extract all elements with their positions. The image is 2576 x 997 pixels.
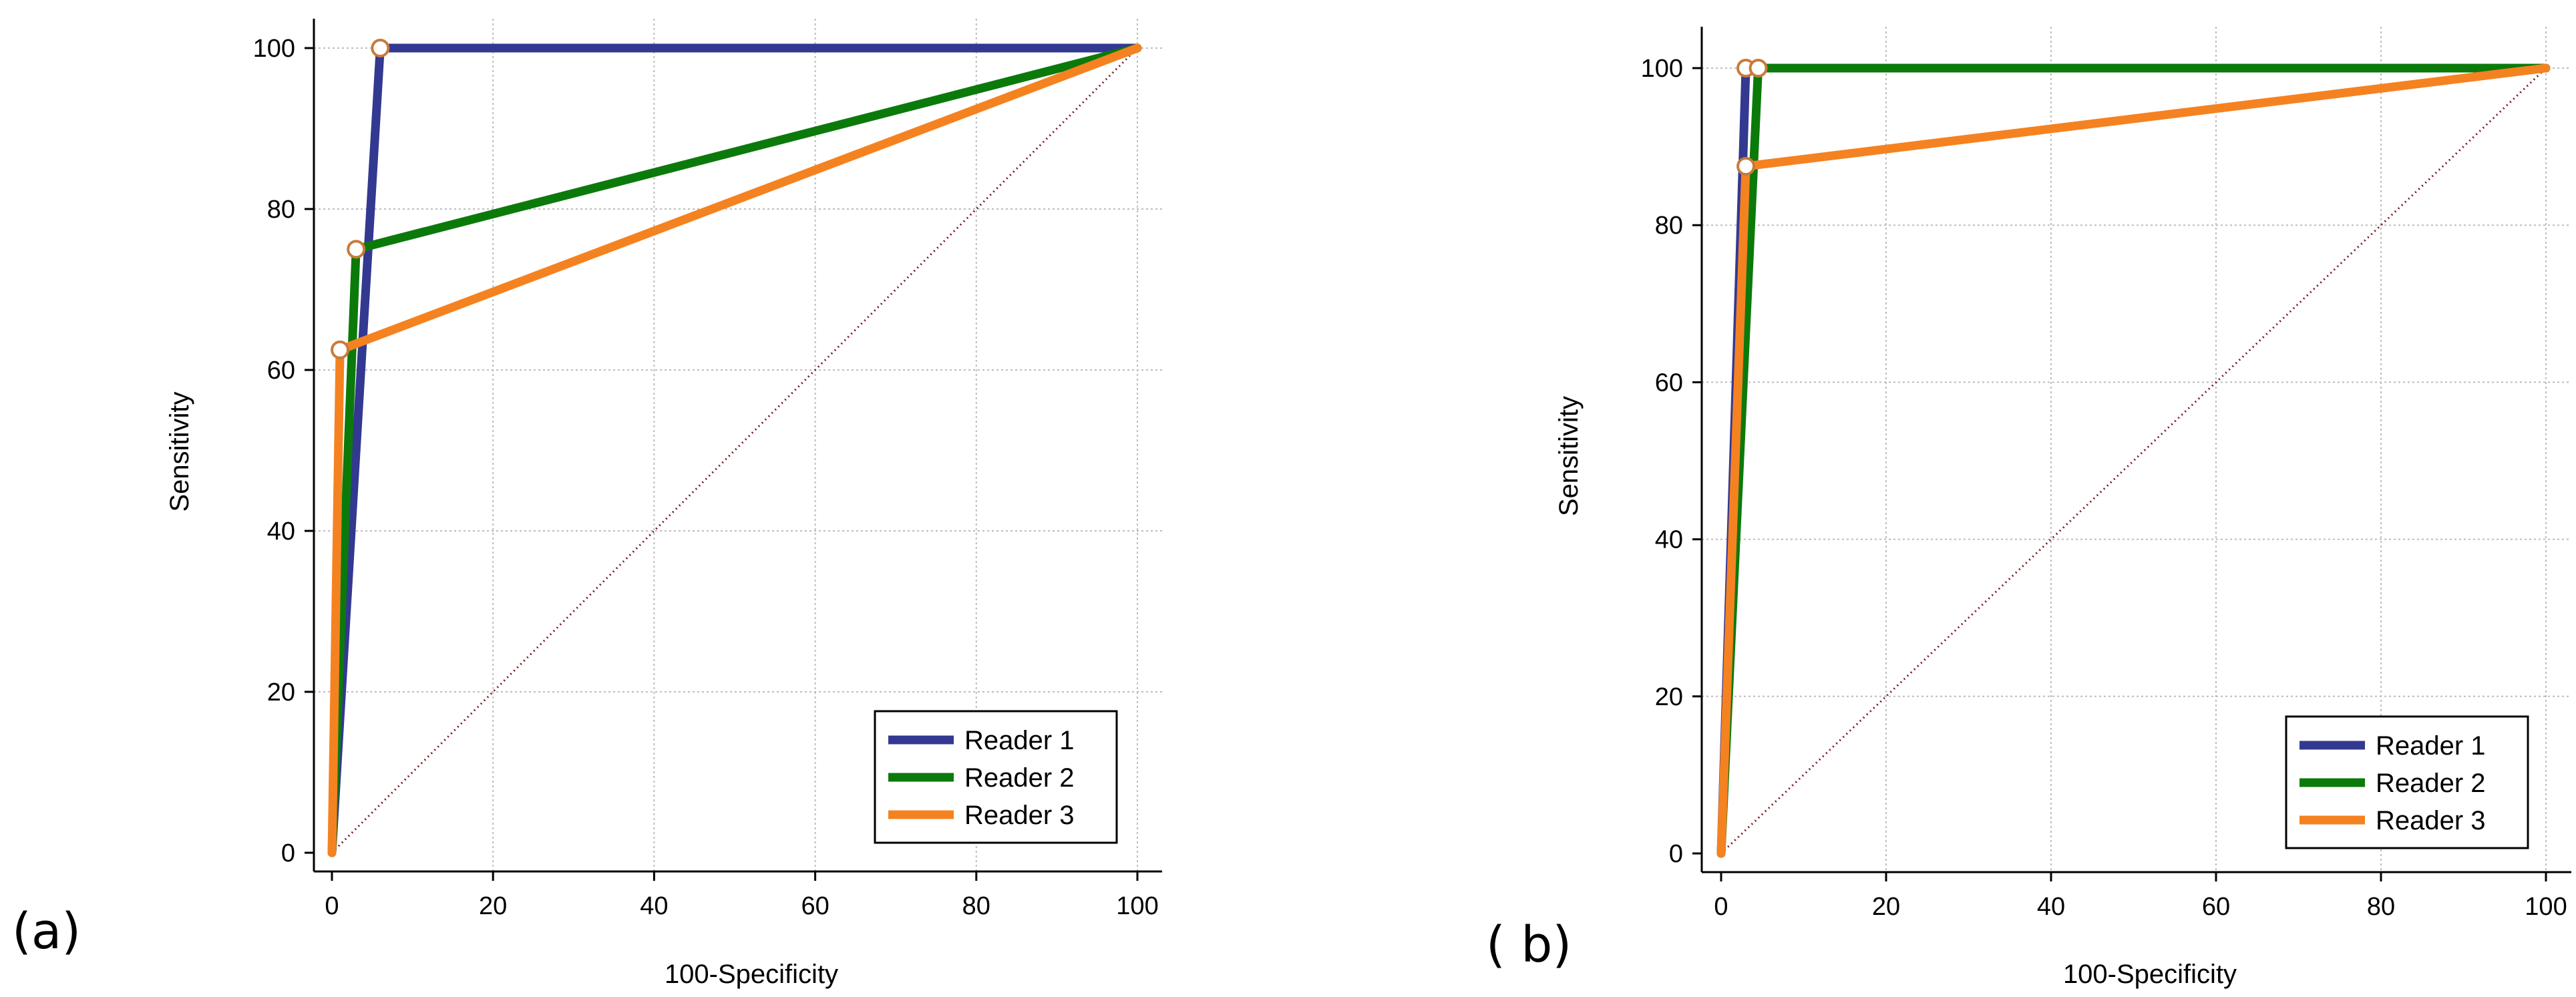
- panel-label-b: ( b): [1486, 916, 1572, 974]
- x-tick-label: 80: [2367, 893, 2395, 921]
- legend-label-reader-3: Reader 3: [2376, 806, 2486, 835]
- chance-diagonal-line: [1720, 67, 2547, 855]
- y-tick-label: 80: [1655, 212, 1683, 240]
- legend-label-reader-3: Reader 3: [964, 801, 1075, 830]
- x-tick-label: 100: [1116, 892, 1158, 920]
- y-tick-label: 20: [1655, 683, 1683, 711]
- x-tick-label: 0: [325, 892, 339, 920]
- legend-label-reader-2: Reader 2: [2376, 769, 2486, 798]
- y-tick-label: 60: [1655, 369, 1683, 397]
- panel-label-a: (a): [12, 903, 81, 960]
- y-tick-label: 0: [1669, 840, 1683, 868]
- operating-point-reader-2: [1749, 59, 1768, 77]
- x-tick-label: 60: [2202, 893, 2230, 921]
- y-tick-label: 20: [267, 678, 295, 707]
- roc-chart-a: 0 20 40 60 80 100 0 20 40 60 80 100 100-Specificity S…: [165, 19, 1162, 989]
- y-axis-label: Sensitivity: [165, 391, 194, 512]
- operating-point-reader-3: [1736, 157, 1756, 176]
- operating-point-reader-2: [347, 240, 366, 259]
- x-tick-label: 0: [1714, 893, 1728, 921]
- x-tick-label: 40: [2037, 893, 2065, 921]
- legend-label-reader-1: Reader 1: [964, 726, 1075, 755]
- y-tick-label: 60: [267, 357, 295, 385]
- legend-label-reader-2: Reader 2: [964, 763, 1075, 793]
- legend: Reader 1 Reader 2 Reader 3: [2285, 715, 2529, 849]
- y-tick-label: 0: [281, 839, 295, 867]
- y-tick-label: 40: [1655, 526, 1683, 554]
- legend: Reader 1 Reader 2 Reader 3: [874, 710, 1118, 844]
- x-tick-label: 20: [479, 892, 507, 920]
- roc-chart-b: 0 20 40 60 80 100 0 20 40 60 80 100 100-Specificity S…: [1554, 27, 2571, 989]
- operating-point-reader-1: [371, 39, 390, 57]
- x-tick-label: 80: [962, 892, 990, 920]
- x-axis-label: 100-Specificity: [2063, 960, 2237, 989]
- y-tick-label: 40: [267, 518, 295, 546]
- y-axis-label: Sensitivity: [1554, 396, 1584, 516]
- y-tick-label: 100: [1641, 55, 1683, 83]
- y-tick-label: 100: [253, 35, 295, 63]
- x-tick-label: 60: [801, 892, 829, 920]
- legend-label-reader-1: Reader 1: [2376, 731, 2486, 761]
- operating-point-reader-3: [331, 340, 350, 359]
- x-tick-label: 40: [640, 892, 668, 920]
- y-tick-label: 80: [267, 196, 295, 224]
- x-axis-label: 100-Specificity: [665, 960, 838, 989]
- x-tick-label: 100: [2525, 893, 2567, 921]
- x-tick-label: 20: [1872, 893, 1900, 921]
